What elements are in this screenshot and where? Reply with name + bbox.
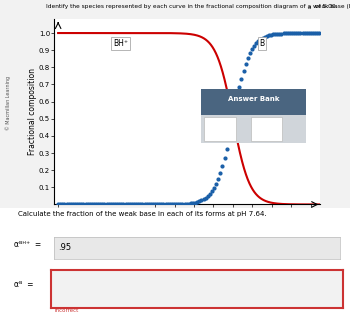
FancyBboxPatch shape [251,118,282,141]
Text: .95: .95 [58,243,72,252]
X-axis label: pH: pH [181,216,194,225]
Text: Calculate the fraction of the weak base in each of its forms at pH 7.64.: Calculate the fraction of the weak base … [18,211,266,217]
Text: of 5.00.: of 5.00. [313,4,337,9]
Text: Identify the species represented by each curve in the fractional composition dia: Identify the species represented by each… [46,4,350,9]
Text: .0499: .0499 [58,282,82,291]
Text: αᴮᴴ⁺  =: αᴮᴴ⁺ = [14,240,41,249]
Y-axis label: Fractional composition: Fractional composition [28,68,37,156]
FancyBboxPatch shape [204,118,236,141]
Text: Answer Bank: Answer Bank [228,97,280,102]
Text: BH⁺: BH⁺ [113,39,128,48]
Text: B: B [259,39,265,48]
Text: © Macmillan Learning: © Macmillan Learning [5,76,10,130]
Text: αᴮ  =: αᴮ = [14,279,34,289]
Text: a: a [308,5,311,10]
Text: Incorrect: Incorrect [54,308,78,313]
